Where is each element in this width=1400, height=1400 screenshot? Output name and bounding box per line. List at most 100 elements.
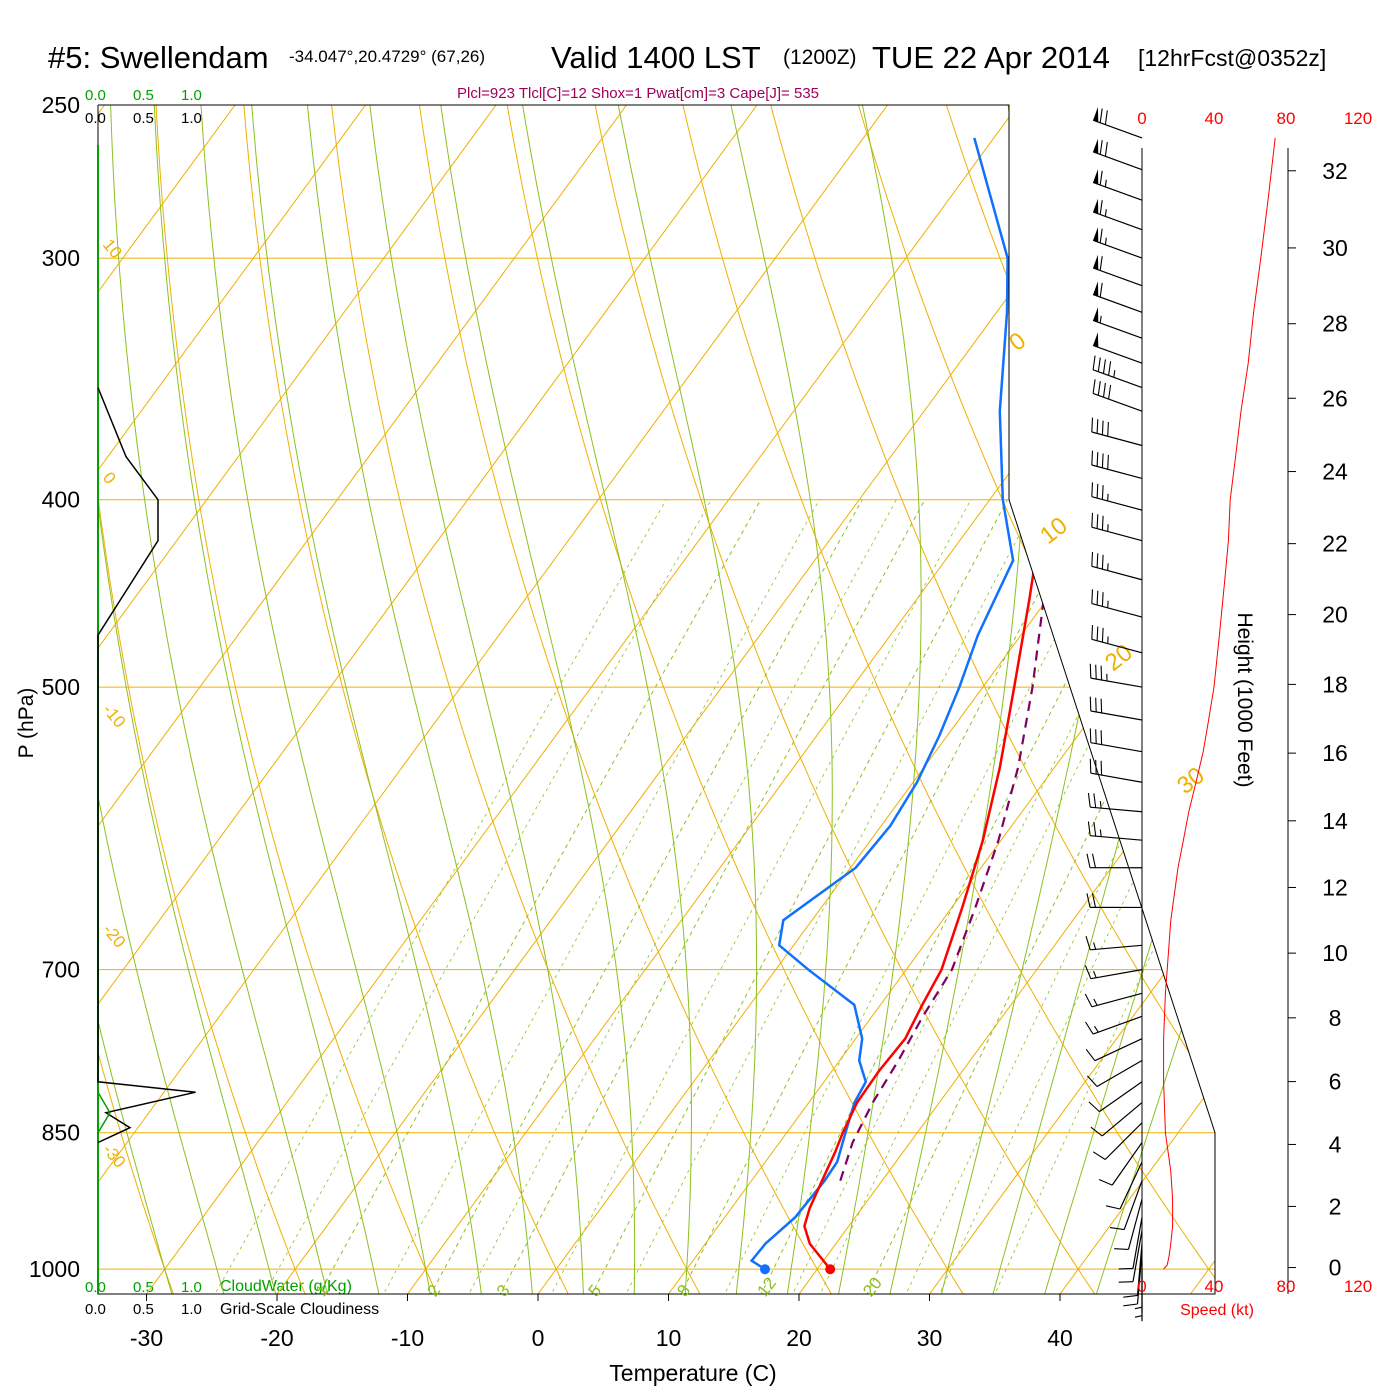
dry-adiabat-130 — [1370, 71, 1400, 1311]
wind-barb — [1085, 936, 1143, 951]
wind-barb — [1091, 482, 1143, 511]
wind-barb — [1086, 1060, 1143, 1088]
dry-adiabat--10 — [153, 105, 445, 1294]
mixing-ratio-label-20: 20 — [859, 1274, 886, 1301]
wind-barb-feather — [1084, 993, 1093, 1008]
wind-barb-feather — [1105, 1205, 1121, 1210]
wind-barb-feather — [1092, 379, 1096, 394]
wind-barb-feather — [1095, 759, 1097, 775]
mixing-ratio-minor — [374, 499, 820, 1294]
wind-barb-staff — [1092, 267, 1143, 287]
isotherm-60 — [1321, 105, 1400, 1294]
wind-barb-feather — [1097, 381, 1101, 396]
dry-adiabat-20 — [414, 105, 842, 1294]
dry-adiabat-60 — [761, 105, 1215, 1294]
dry-adiabat-40 — [587, 105, 1106, 1294]
speed-tick-top-0: 0 — [1137, 109, 1146, 128]
x-axis-title: Temperature (C) — [609, 1360, 776, 1386]
wind-barb-staff — [1092, 239, 1143, 259]
wind-barb — [1092, 1122, 1143, 1160]
wind-barb-feather — [1099, 108, 1103, 123]
utc-time: (1200Z) — [783, 46, 857, 69]
wind-barb-feather — [1087, 792, 1091, 808]
wind-barb — [1084, 965, 1143, 980]
wind-barb-feather — [1099, 228, 1103, 243]
wind-barb — [1092, 379, 1143, 412]
wind-barb-staff — [1123, 1180, 1143, 1230]
isotherm-10 — [668, 105, 1215, 1294]
wind-barb — [1089, 758, 1143, 783]
wind-barb-flag — [1093, 138, 1099, 154]
moist-adiabat-10 — [522, 105, 692, 1294]
isotherm-0 — [537, 105, 1215, 1294]
wind-barb-half-feather — [1134, 1306, 1143, 1310]
wind-barb-feather — [1099, 282, 1103, 298]
wind-barb — [1090, 1102, 1143, 1137]
wind-barb-feather — [1107, 421, 1109, 437]
wind-barb-feather — [1118, 1267, 1134, 1270]
moist-adiabat--2 — [307, 105, 535, 1294]
wind-barb-feather — [1108, 361, 1112, 376]
wind-barb-feather — [1096, 452, 1099, 467]
mixing-ratio-minor — [987, 499, 1215, 1294]
wind-barb-feather — [1088, 1101, 1100, 1113]
wind-barb-feather — [1099, 256, 1103, 271]
mixing-ratio-minor — [931, 499, 1215, 1294]
mixing-ratio-2 — [421, 499, 863, 1294]
mixing-ratio-label-5: 5 — [584, 1281, 605, 1300]
cloudiness-label: Grid-Scale Cloudiness — [220, 1301, 379, 1318]
isotherm--80 — [98, 105, 366, 1294]
wind-barb — [1123, 1252, 1143, 1307]
wind-barb — [1085, 1038, 1143, 1062]
wind-barb-half-feather — [1113, 370, 1116, 378]
height-tick-24: 24 — [1322, 459, 1348, 485]
mixing-ratio-minor — [812, 499, 1213, 1294]
wind-barb-feather — [1101, 485, 1104, 500]
wind-barb-feather — [1123, 1303, 1138, 1307]
wind-barb-feather — [1100, 730, 1103, 745]
moist-adiabat-6 — [440, 105, 636, 1294]
wind-barb-staff — [1099, 1081, 1143, 1113]
height-tick-26: 26 — [1322, 385, 1348, 411]
height-tick-4: 4 — [1329, 1131, 1342, 1157]
wind-barb-staff — [1127, 1198, 1143, 1250]
wind-barb-flag — [1093, 198, 1099, 214]
wind-barb-feather — [1092, 355, 1096, 370]
moist-adiabat--26 — [98, 105, 229, 1294]
wind-barb-staff — [1092, 369, 1143, 389]
cloudwater-tick-top-0: 0.0 — [85, 87, 106, 104]
wind-barb-half-feather — [1104, 237, 1107, 245]
wind-barb-feather — [1096, 590, 1099, 606]
height-tick-10: 10 — [1322, 940, 1348, 966]
cloudiness-tick-top-2: 1.0 — [181, 110, 202, 127]
wind-barb-staff — [1092, 319, 1143, 339]
wind-barb-staff — [1092, 211, 1143, 231]
mixing-ratio-minor — [784, 499, 1188, 1294]
wind-barb-feather — [1085, 936, 1091, 950]
wind-barb-feather — [1096, 419, 1099, 434]
wind-barb-staff — [1111, 1142, 1143, 1186]
isotherm-50 — [1190, 105, 1215, 1294]
valid-time: Valid 1400 LST — [551, 40, 761, 75]
cloud-scale-top: 0.0 0.5 1.0 0.0 0.5 1.0 — [85, 87, 202, 127]
wind-barb — [1092, 254, 1143, 287]
height-tick-28: 28 — [1322, 311, 1348, 337]
moist-adiabat--22 — [98, 105, 281, 1294]
plot-frame — [97, 104, 1216, 1295]
isotherm--20 — [276, 105, 1149, 1294]
wind-barb-feather — [1087, 821, 1091, 836]
wind-barb-feather — [1091, 893, 1097, 908]
height-tick-20: 20 — [1322, 602, 1348, 628]
wind-barb-feather — [1096, 626, 1099, 641]
temperature-tick--30: -30 — [130, 1325, 163, 1351]
wind-barb-flag — [1093, 307, 1099, 323]
wind-barb-staff — [1090, 806, 1143, 813]
wind-barb — [1109, 1180, 1143, 1231]
isotherm--10 — [407, 105, 1215, 1294]
pressure-tick-500: 500 — [42, 674, 80, 700]
mixing-ratio-minor — [542, 499, 972, 1294]
wind-barb — [1088, 1081, 1143, 1113]
wind-barb — [1092, 138, 1143, 171]
mixing-ratio-minor — [205, 499, 667, 1294]
wind-barb — [1105, 1161, 1143, 1210]
